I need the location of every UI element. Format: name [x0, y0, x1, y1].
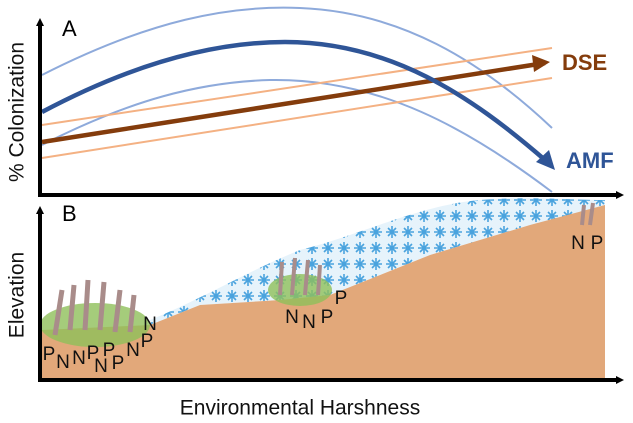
plant-label: P: [112, 353, 125, 374]
plant-label: N: [302, 312, 316, 333]
dse-line: [41, 60, 546, 145]
dse-arrow: [532, 55, 550, 72]
y-axis-label: Elevation: [6, 252, 29, 338]
plant-label: P: [591, 233, 604, 254]
ground: [42, 205, 605, 380]
amf-arrow: [536, 150, 555, 170]
plant-label: P: [321, 307, 334, 328]
plant-label: N: [94, 356, 108, 377]
amf-line: [40, 39, 547, 162]
plant-labels: P N N P P N P N P N N N P P N P: [43, 233, 604, 377]
panel-label: A: [62, 16, 77, 41]
line-label: AMF: [566, 148, 614, 173]
panel-label: B: [62, 201, 77, 226]
plant-label: N: [72, 348, 86, 369]
plants: [40, 202, 595, 347]
plant-label: N: [56, 352, 70, 373]
snow-cover: [150, 198, 605, 325]
plant-label: P: [103, 340, 116, 361]
plant-label: N: [571, 233, 585, 254]
plant-label: N: [285, 307, 299, 328]
dse-upper: [41, 47, 553, 126]
x-axis-label: Environmental Harshness: [180, 397, 420, 420]
axes: [36, 18, 624, 384]
plant-label: N: [143, 314, 157, 335]
plant-label: P: [87, 343, 100, 364]
plant-label: N: [126, 340, 140, 361]
y-axis-label: % Colonization: [6, 42, 29, 182]
panel-a-curves: [40, 6, 555, 193]
dse-lower: [41, 77, 553, 159]
plant-label: P: [43, 344, 56, 365]
line-label: DSE: [562, 50, 607, 75]
plant-label: P: [335, 288, 348, 309]
plant-label: P: [141, 331, 154, 352]
amf-lower: [41, 78, 553, 193]
